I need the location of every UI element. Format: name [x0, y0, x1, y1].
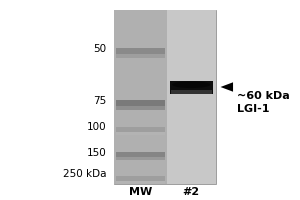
Bar: [116, 54, 165, 58]
Polygon shape: [220, 82, 233, 92]
Bar: [167, 10, 216, 184]
Text: 75: 75: [93, 96, 106, 106]
Text: ~60 kDa
LGI-1: ~60 kDa LGI-1: [237, 91, 290, 114]
Bar: [116, 48, 165, 58]
Text: 50: 50: [93, 44, 106, 54]
Bar: [116, 152, 165, 160]
Text: 250 kDa: 250 kDa: [63, 169, 106, 179]
Bar: [116, 181, 165, 184]
Ellipse shape: [172, 81, 210, 88]
Bar: [114, 10, 166, 184]
Bar: [169, 81, 213, 94]
Text: #2: #2: [183, 187, 200, 197]
Bar: [116, 176, 165, 184]
Text: 150: 150: [87, 148, 106, 158]
Text: MW: MW: [129, 187, 152, 197]
Text: 100: 100: [87, 122, 106, 132]
Bar: [171, 90, 211, 94]
Bar: [116, 132, 165, 135]
Bar: [116, 157, 165, 160]
Bar: [114, 10, 216, 184]
Bar: [116, 106, 165, 110]
Bar: [116, 127, 165, 135]
Bar: [116, 100, 165, 110]
